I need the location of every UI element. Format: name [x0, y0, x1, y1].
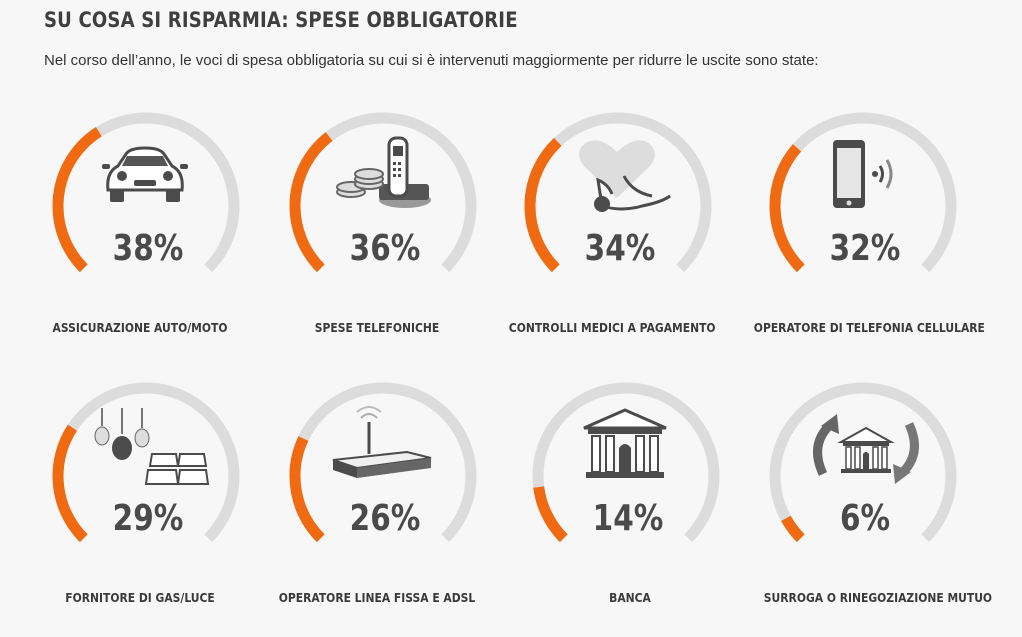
- stat-card-telefonia-cellulare: 32% OPERATORE DI TELEFONIA CELLULARE: [754, 110, 987, 360]
- percentage-value: 26%: [349, 498, 421, 539]
- phone-coins-icon: [336, 136, 431, 208]
- house-refresh-icon: [813, 414, 919, 484]
- percentage-value: 36%: [349, 228, 421, 269]
- progress-ring: [769, 112, 957, 273]
- page-subtitle: Nel corso dell’anno, le voci di spesa ob…: [44, 52, 819, 69]
- bulbs-solar-icon: [94, 408, 210, 485]
- progress-ring: [532, 382, 720, 543]
- bank-icon: [583, 408, 667, 478]
- ring-value-arc: [781, 515, 805, 543]
- stat-card-mutuo: 6% SURROGA O RINEGOZIAZIONE MUTUO: [763, 380, 993, 630]
- ring-value-arc: [289, 436, 325, 543]
- category-label: BANCA: [609, 590, 651, 605]
- router-icon: [332, 406, 432, 478]
- ring-track: [769, 382, 957, 543]
- heart-stethoscope-icon: [579, 140, 671, 212]
- ring-value-arc: [533, 486, 568, 543]
- category-label: OPERATORE DI TELEFONIA CELLULARE: [753, 320, 985, 335]
- car-icon: [102, 146, 188, 202]
- stat-card-gas-luce: 29% FORNITORE DI GAS/LUCE: [50, 380, 270, 630]
- stat-card-controlli-medici: 34% CONTROLLI MEDICI A PAGAMENTO: [509, 110, 742, 360]
- stat-card-assicurazione: 38% ASSICURAZIONE AUTO/MOTO: [50, 110, 270, 360]
- progress-ring: [52, 112, 240, 273]
- ring-value-arc: [52, 424, 88, 543]
- progress-ring: [769, 382, 957, 543]
- percentage-value: 6%: [839, 498, 891, 539]
- smartphone-icon: [833, 140, 893, 208]
- category-label: OPERATORE LINEA FISSA E ADSL: [278, 590, 476, 605]
- percentage-value: 32%: [829, 228, 901, 269]
- page-title: SU COSA SI RISPARMIA: SPESE OBBLIGATORIE: [44, 8, 518, 32]
- percentage-value: 29%: [112, 498, 184, 539]
- percentage-value: 14%: [592, 498, 664, 539]
- percentage-value: 38%: [112, 228, 184, 269]
- stat-card-linea-fissa-adsl: 26% OPERATORE LINEA FISSA E ADSL: [279, 380, 507, 630]
- ring-value-arc: [52, 127, 102, 273]
- progress-ring: [289, 112, 477, 273]
- ring-value-arc: [524, 137, 562, 273]
- category-label: SPESE TELEFONICHE: [314, 320, 440, 335]
- ring-value-arc: [289, 132, 333, 273]
- category-label: SURROGA O RINEGOZIAZIONE MUTUO: [763, 590, 993, 605]
- percentage-value: 34%: [584, 228, 656, 269]
- category-label: CONTROLLI MEDICI A PAGAMENTO: [508, 320, 716, 335]
- progress-ring: [524, 112, 712, 273]
- ring-track: [532, 382, 720, 543]
- category-label: ASSICURAZIONE AUTO/MOTO: [52, 320, 228, 335]
- progress-ring: [289, 382, 477, 543]
- ring-value-arc: [769, 144, 805, 273]
- stat-card-spese-telefoniche: 36% SPESE TELEFONICHE: [287, 110, 507, 360]
- stat-card-banca: 14% BANCA: [530, 380, 750, 630]
- progress-ring: [52, 382, 240, 543]
- category-label: FORNITORE DI GAS/LUCE: [65, 590, 215, 605]
